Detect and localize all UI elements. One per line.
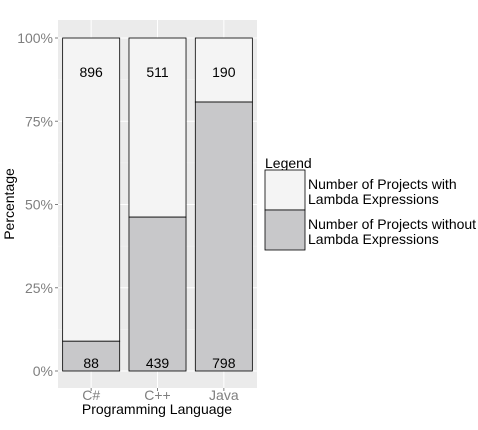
bar-with-lambda-cpp (128, 37, 187, 218)
bar-value-label: 896 (79, 64, 103, 80)
legend-key (264, 209, 306, 251)
legend-label: Number of Projects with Lambda Expression… (308, 176, 457, 207)
x-axis: C# C++ Java (82, 387, 239, 403)
y-tick-label: 75% (25, 113, 53, 129)
bar-without-lambda-java (194, 101, 253, 372)
x-tick-label: C# (82, 387, 100, 403)
bar-without-lambda-cpp (128, 216, 187, 372)
bar-with-lambda-csharp (62, 37, 121, 342)
x-tick-label: C++ (144, 387, 170, 403)
y-tick-label: 100% (17, 30, 53, 46)
bar-value-label: 190 (212, 64, 236, 80)
bar-with-lambda-java (194, 37, 253, 103)
bars (62, 37, 253, 372)
bar-value-label: 439 (146, 355, 170, 371)
bar-value-label: 511 (146, 64, 169, 80)
legend: Legend Number of Projects with Lambda Exp… (264, 155, 476, 251)
y-axis-title: Percentage (1, 168, 17, 240)
bar-without-lambda-csharp (62, 340, 121, 372)
y-tick-label: 25% (25, 280, 53, 296)
legend-label: Number of Projects without Lambda Express… (308, 216, 476, 247)
bar-value-label: 88 (83, 355, 99, 371)
y-tick-label: 50% (25, 197, 53, 213)
legend-key (264, 169, 306, 211)
y-tick-label: 0% (33, 363, 53, 379)
legend-title: Legend (265, 155, 312, 171)
x-tick-label: Java (209, 387, 239, 403)
bar-value-label: 798 (212, 355, 236, 371)
x-axis-title: Programming Language (82, 401, 232, 417)
bar-labels: 896 88 511 439 190 798 (79, 64, 235, 371)
y-axis: 0% 25% 50% 75% 100% (17, 30, 58, 379)
